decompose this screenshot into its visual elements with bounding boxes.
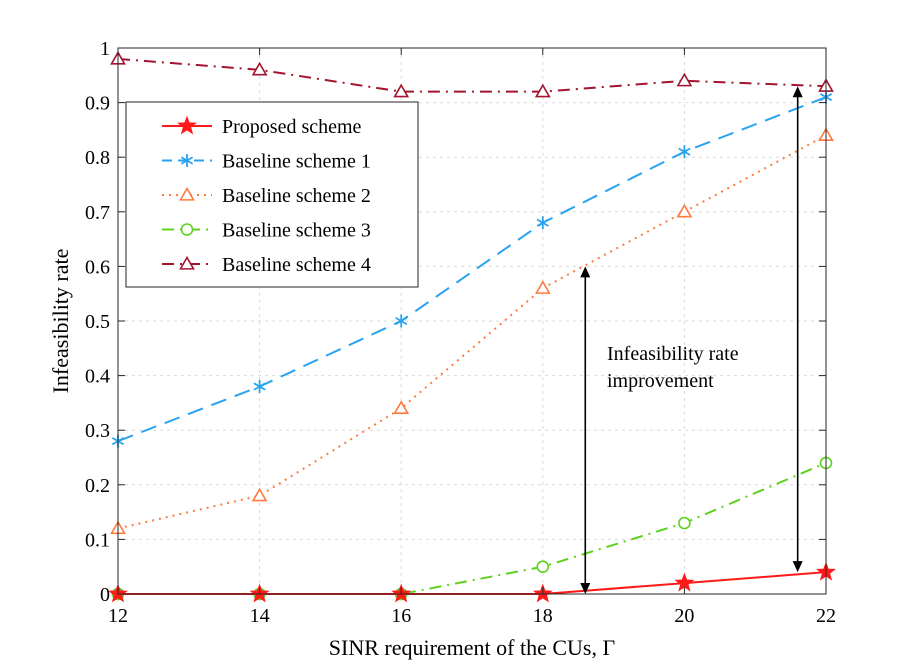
legend-item: Baseline scheme 1 (162, 151, 371, 173)
y-tick-label: 0.1 (85, 529, 110, 551)
legend-label: Proposed scheme (222, 116, 362, 138)
x-tick-label: 16 (391, 605, 411, 627)
legend-marker (180, 223, 194, 236)
data-point (393, 83, 410, 98)
asterisk-stroke (253, 382, 266, 391)
x-axis-label: SINR requirement of the CUs, Γ (329, 635, 616, 660)
legend-item: Baseline scheme 2 (162, 185, 371, 207)
data-point (251, 487, 268, 502)
data-point (674, 572, 695, 592)
asterisk-stroke (395, 316, 408, 326)
legend-marker (177, 115, 197, 135)
y-axis-label: Infeasibility rate (48, 249, 73, 394)
asterisk-stroke (180, 156, 194, 165)
y-tick-label: 0.9 (85, 93, 110, 115)
annotation-text: Infeasibility rate (607, 343, 739, 365)
data-point (536, 216, 549, 230)
data-point (393, 400, 410, 415)
y-tick-label: 0.3 (85, 420, 110, 442)
x-tick-label: 20 (674, 605, 694, 627)
data-point (678, 516, 691, 530)
data-point (676, 72, 693, 87)
x-tick-label: 22 (816, 605, 836, 627)
data-point (251, 61, 268, 76)
arrow-head-top (580, 266, 591, 278)
tick-layer: 0 0.1 0.2 0.3 0.4 0.5 0.6 0.7 0.8 0.9 1 12 14 16 18 20 2… (85, 38, 836, 627)
arrow-head-top (792, 86, 803, 98)
annotation-text: improvement (607, 370, 714, 392)
data-point (534, 280, 551, 294)
series-0 (108, 561, 836, 603)
series-line (117, 96, 827, 443)
y-tick-label: 0.2 (85, 475, 110, 497)
annotation-layer: Infeasibility rate improvement (580, 86, 803, 594)
legend-label: Baseline scheme 1 (222, 151, 371, 173)
legend: Proposed scheme Baseline scheme 1 Baseline… (125, 101, 419, 288)
data-point (536, 560, 550, 574)
improvement-arrow (580, 266, 591, 594)
legend-item: Proposed scheme (162, 115, 362, 138)
y-tick-label: 0.6 (85, 256, 110, 278)
arrow-head-bottom (580, 583, 591, 594)
y-tick-label: 0.7 (85, 202, 110, 224)
series-1 (111, 90, 833, 448)
series-line (118, 571, 827, 595)
y-tick-label: 0.8 (85, 147, 110, 169)
y-tick-label: 0.5 (85, 311, 110, 333)
data-point (253, 380, 266, 394)
asterisk-stroke (536, 218, 549, 227)
arrow-head-bottom (792, 561, 803, 573)
legend-marker (179, 255, 195, 270)
y-tick-label: 1 (100, 38, 110, 60)
y-tick-label: 0.4 (85, 366, 110, 388)
x-tick-label: 12 (108, 605, 128, 627)
y-tick-label: 0 (100, 584, 110, 606)
data-point (534, 83, 551, 98)
legend-item: Baseline scheme 3 (162, 220, 371, 242)
asterisk-stroke (678, 147, 691, 156)
x-tick-label: 14 (250, 605, 270, 627)
legend-marker (179, 186, 195, 201)
series-4 (110, 50, 834, 98)
legend-label: Baseline scheme 4 (222, 254, 371, 276)
data-point (676, 203, 693, 218)
data-point (678, 145, 691, 159)
improvement-arrow (792, 86, 803, 573)
x-tick-label: 18 (533, 605, 553, 627)
data-point (395, 314, 408, 328)
legend-box (125, 101, 419, 288)
series-line (117, 57, 827, 93)
legend-label: Baseline scheme 3 (222, 220, 371, 242)
legend-marker (180, 154, 194, 167)
legend-label: Baseline scheme 2 (222, 185, 371, 207)
series-line (118, 462, 827, 595)
series-3 (111, 456, 833, 601)
legend-item: Baseline scheme 4 (162, 254, 371, 276)
